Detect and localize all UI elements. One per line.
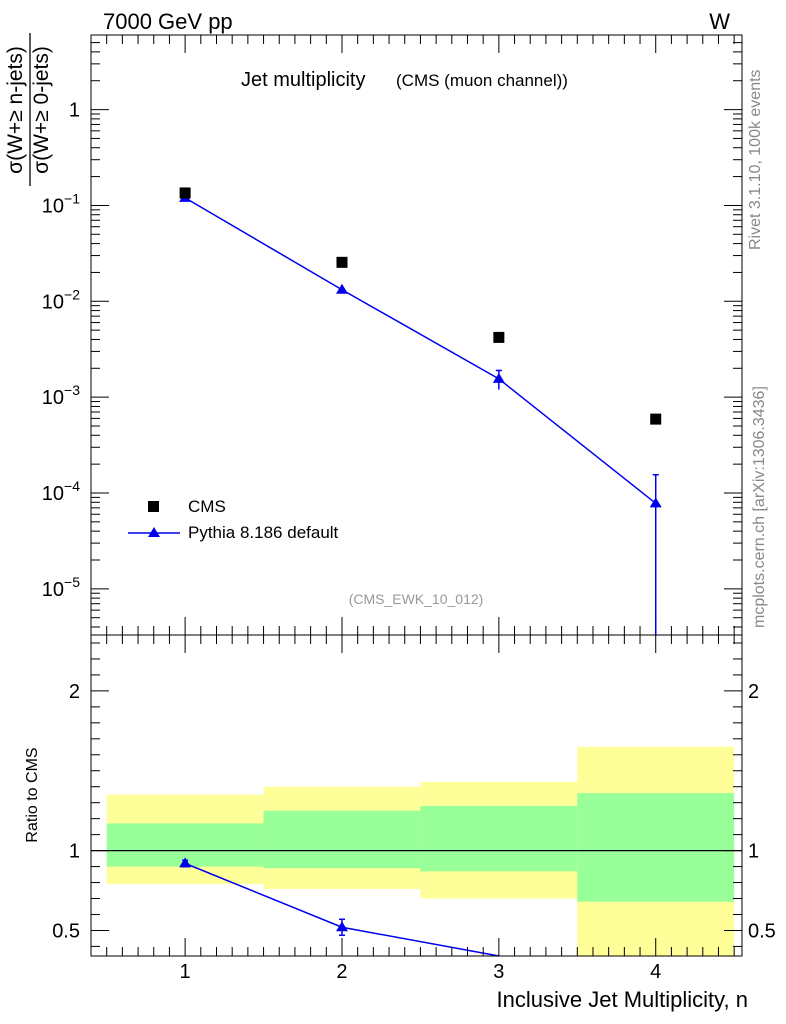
- ratio-y-tick-labels: 0.5 1 2: [52, 681, 80, 943]
- x-tick-labels: 1 2 3 4: [180, 961, 662, 983]
- legend-cms-marker: [148, 501, 159, 512]
- plot-subtitle: (CMS (muon channel)): [396, 71, 568, 90]
- main-plot-frame: [90, 34, 743, 636]
- ratio-series: [179, 857, 499, 957]
- plot-title: Jet multiplicity: [241, 69, 365, 91]
- main-panel: 1 10−1 10−2 10−3 10−4 10−5 Jet multiplicity (…: [4, 33, 743, 636]
- analysis-id: (CMS_EWK_10_012): [349, 591, 484, 607]
- ratio-y-axis-label: Ratio to CMS: [24, 747, 41, 842]
- main-y-tick-label: 10−2: [42, 286, 80, 313]
- ratio-bands: [106, 746, 735, 956]
- ratio-y-tick-label-right: 0.5: [748, 920, 776, 942]
- cms-point: [650, 413, 662, 425]
- energy-label: 7000 GeV pp: [103, 9, 233, 34]
- legend-cms-label: CMS: [188, 497, 226, 516]
- ratio-y-tick-labels-right: 0.5 1 2: [748, 681, 776, 943]
- x-tick-label: 2: [336, 961, 347, 983]
- ratio-panel: 0.5 1 2 0.5 1 2 1 2 3 4 Ratio to CMS Inclusive …: [24, 634, 776, 1012]
- process-label: W: [709, 9, 730, 34]
- main-y-tick-label: 1: [69, 100, 80, 122]
- y-label-denominator: σ(W+≥ 0-jets): [30, 46, 53, 174]
- ratio-band-inner: [577, 793, 735, 902]
- x-tick-label: 3: [493, 961, 504, 983]
- main-y-tick-label: 10−3: [42, 382, 80, 409]
- cms-point: [179, 187, 191, 199]
- x-tick-label: 4: [650, 961, 661, 983]
- legend-pythia-label: Pythia 8.186 default: [188, 523, 339, 542]
- legend-pythia-marker: [148, 527, 160, 537]
- pythia-point: [335, 283, 348, 294]
- y-label-numerator: σ(W+≥ n-jets): [4, 46, 27, 174]
- main-series: [179, 187, 662, 635]
- main-y-tick-label: 10−1: [42, 190, 80, 217]
- ratio-band-inner: [420, 805, 578, 872]
- ratio-pythia-point: [335, 921, 348, 932]
- ratio-y-tick-label-right: 2: [748, 681, 759, 703]
- rivet-info: Rivet 3.1.10, 100k events: [747, 69, 764, 250]
- ratio-y-tick-label: 0.5: [52, 920, 80, 942]
- cms-point: [493, 331, 505, 343]
- main-y-tick-labels: 1 10−1 10−2 10−3 10−4 10−5: [42, 100, 80, 601]
- main-axis-ticks: [91, 34, 742, 635]
- source-info: mcplots.cern.ch [arXiv:1306.3436]: [751, 386, 768, 628]
- main-y-axis-label: σ(W+≥ n-jets) σ(W+≥ 0-jets): [4, 33, 53, 186]
- ratio-y-tick-label: 2: [69, 681, 80, 703]
- main-y-tick-label: 10−5: [42, 574, 80, 601]
- main-y-tick-label: 10−4: [42, 478, 80, 505]
- cms-point: [336, 256, 348, 268]
- legend: CMS Pythia 8.186 default: [128, 497, 339, 542]
- pythia-point: [649, 497, 662, 508]
- ratio-band-inner: [263, 810, 421, 869]
- x-axis-label: Inclusive Jet Multiplicity, n: [497, 987, 748, 1012]
- pythia-point: [492, 372, 505, 383]
- ratio-pythia-point: [179, 857, 192, 868]
- pythia-line: [184, 197, 657, 504]
- x-tick-label: 1: [180, 961, 191, 983]
- ratio-plot-frame: [90, 634, 743, 957]
- ratio-axis-ticks: [91, 635, 742, 956]
- ratio-y-tick-label: 1: [69, 841, 80, 863]
- ratio-y-tick-label-right: 1: [748, 841, 759, 863]
